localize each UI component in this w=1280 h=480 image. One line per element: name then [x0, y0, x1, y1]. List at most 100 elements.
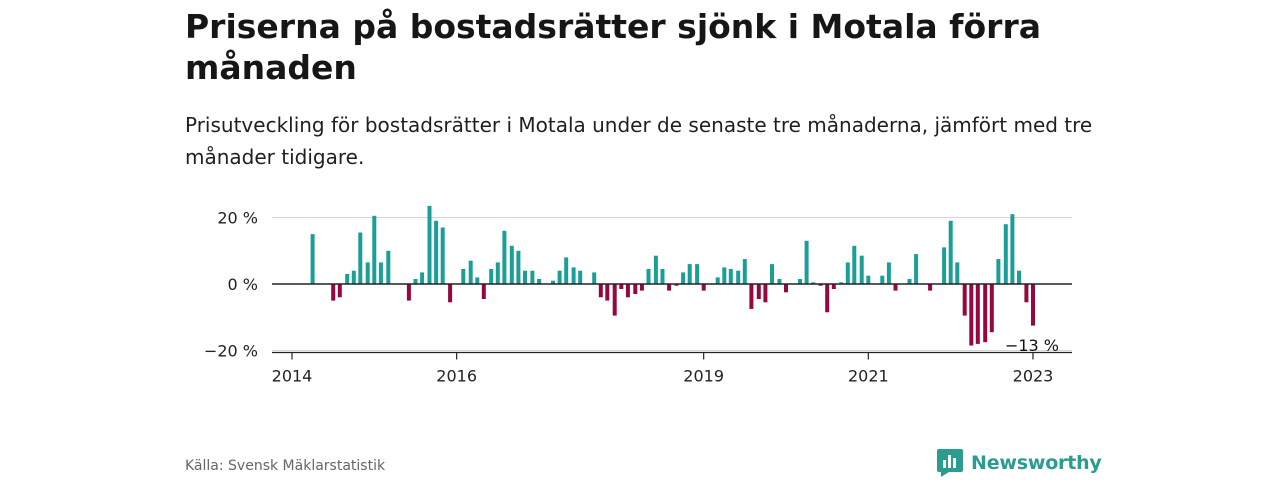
bar	[571, 267, 576, 284]
bar	[674, 284, 679, 286]
x-tick-label: 2019	[683, 367, 724, 386]
bar	[1031, 284, 1035, 326]
bar	[440, 227, 445, 284]
bar	[468, 260, 473, 284]
chart-subtitle: Prisutveckling för bostadsrätter i Motal…	[185, 113, 1093, 169]
bar	[310, 234, 315, 284]
bar	[331, 284, 336, 301]
bar	[619, 284, 624, 289]
bar	[681, 272, 686, 284]
bar	[859, 255, 864, 284]
bar	[1010, 214, 1015, 284]
bar	[975, 284, 980, 344]
bar	[756, 284, 761, 299]
bar	[337, 284, 342, 298]
bar	[1017, 270, 1021, 284]
bar	[351, 270, 356, 284]
bar	[509, 245, 514, 284]
x-tick-label: 2016	[436, 367, 477, 386]
bar-chart: 20 % 0 % −20 % 2014 2016 2019 2021 2023 −13 %	[204, 205, 1072, 386]
bars	[310, 205, 1035, 346]
bar	[983, 284, 988, 343]
bar	[1003, 224, 1008, 284]
y-tick-label: −20 %	[204, 342, 258, 361]
x-tick-label: 2023	[1013, 367, 1054, 386]
bar	[969, 284, 974, 346]
bar	[592, 272, 597, 284]
bar	[557, 270, 562, 284]
bar	[701, 284, 706, 291]
bar	[962, 284, 967, 316]
bar	[736, 270, 741, 284]
bar	[784, 284, 788, 293]
x-tick-label: 2021	[848, 367, 889, 386]
bar	[722, 267, 727, 284]
axes: 20 % 0 % −20 % 2014 2016 2019 2021 2023 −13 %	[204, 209, 1072, 386]
bar	[502, 230, 507, 284]
bar	[612, 284, 617, 316]
bar	[825, 284, 830, 313]
bar	[886, 262, 891, 284]
bar	[448, 284, 453, 303]
bar	[996, 259, 1001, 284]
bar	[530, 270, 535, 284]
bar	[406, 284, 411, 301]
bar	[893, 284, 898, 291]
bar	[955, 262, 960, 284]
bar	[495, 262, 500, 284]
y-tick-label: 0 %	[228, 275, 258, 294]
bar	[598, 284, 603, 298]
gridlines	[272, 217, 1072, 351]
bar	[475, 277, 480, 284]
bar	[489, 269, 494, 284]
bar	[646, 269, 651, 284]
y-tick-label: 20 %	[217, 209, 258, 228]
newsworthy-logo-icon	[937, 449, 963, 477]
bar	[695, 264, 700, 284]
bar	[365, 262, 370, 284]
bar	[523, 270, 527, 284]
bar	[434, 220, 439, 284]
bar	[687, 264, 692, 284]
bar	[372, 215, 377, 284]
bar	[749, 284, 754, 309]
bar	[625, 284, 630, 298]
bar	[852, 245, 857, 284]
bar	[804, 240, 809, 284]
chart-title: Priserna på bostadsrätter sjönk i Motala…	[185, 7, 1042, 87]
bar	[1024, 284, 1029, 303]
newsworthy-logo: Newsworthy	[937, 449, 1102, 477]
bar	[667, 284, 672, 291]
bar	[777, 279, 782, 284]
bar	[639, 284, 644, 291]
source-note: Källa: Svensk Mäklarstatistik	[185, 458, 386, 474]
bar	[537, 279, 541, 284]
bar	[880, 275, 885, 284]
bar	[831, 284, 836, 289]
bar	[578, 270, 583, 284]
bar	[633, 284, 638, 294]
bar	[427, 205, 432, 284]
bar	[653, 255, 658, 284]
bar	[818, 284, 823, 286]
newsworthy-logo-text: Newsworthy	[971, 452, 1102, 474]
bar	[763, 284, 768, 303]
bar	[907, 279, 912, 284]
bar	[914, 254, 919, 284]
bar	[715, 277, 720, 284]
bar	[798, 279, 802, 284]
bar	[481, 284, 486, 299]
bar	[345, 274, 350, 284]
bar	[605, 284, 610, 301]
bar	[811, 282, 816, 284]
bar	[942, 247, 947, 284]
bar	[420, 272, 425, 284]
bar	[989, 284, 994, 333]
bar	[660, 269, 665, 284]
bar	[386, 250, 391, 285]
bar	[551, 280, 555, 284]
bar	[358, 232, 363, 284]
bar	[866, 275, 871, 284]
bar	[928, 284, 933, 291]
bar	[378, 262, 383, 284]
